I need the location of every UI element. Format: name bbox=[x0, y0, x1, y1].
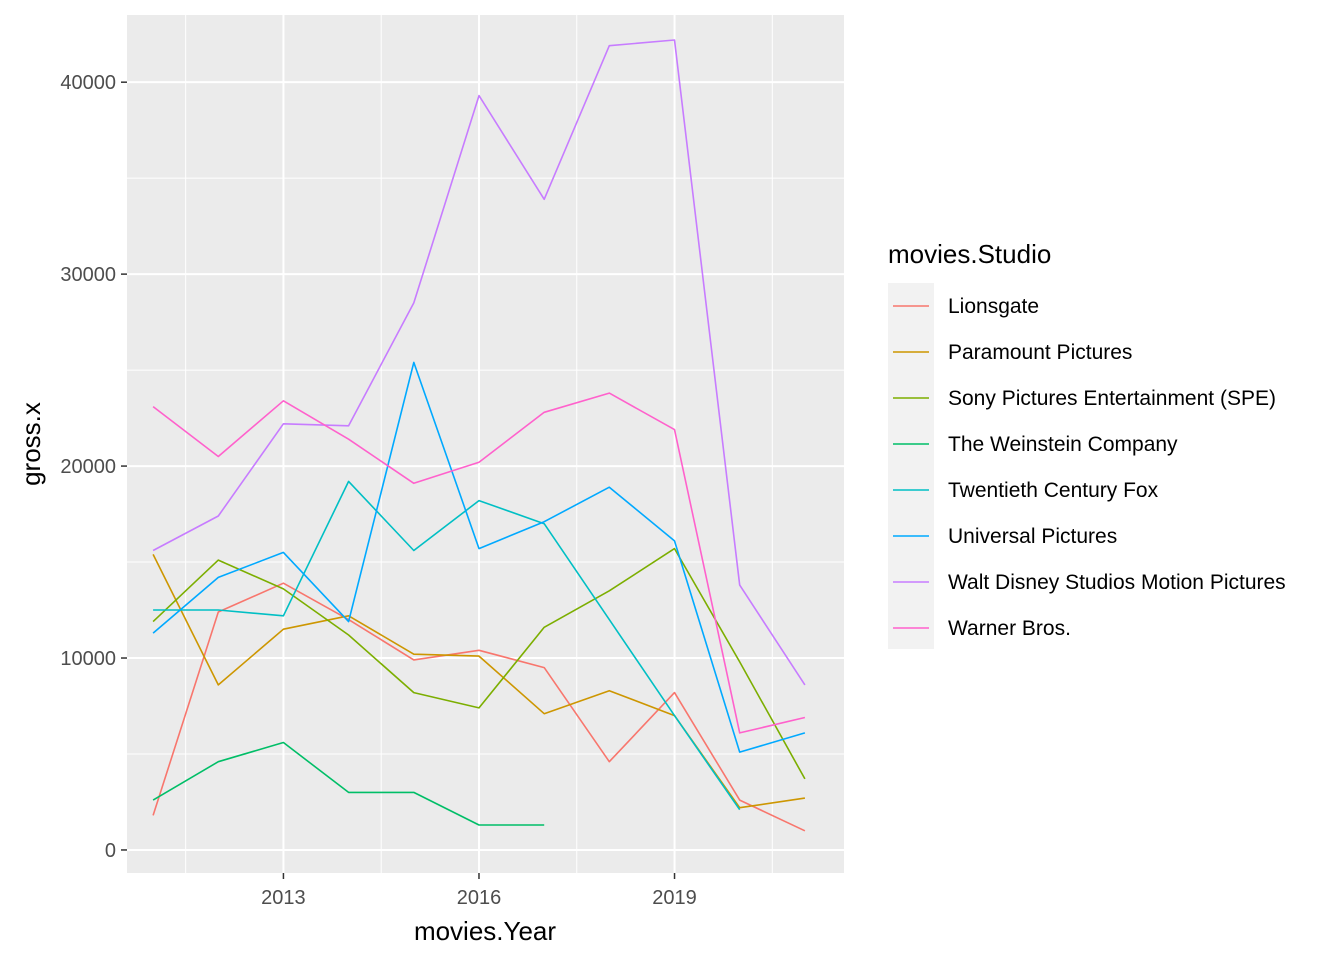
series-line bbox=[152, 361, 806, 753]
grid-major bbox=[127, 15, 844, 873]
legend-items: Lionsgate Paramount Pictures Sony Pictures… bbox=[893, 295, 1286, 640]
y-tick-label: 0 bbox=[105, 840, 116, 862]
x-tick-label: 2013 bbox=[261, 887, 306, 909]
y-axis-title: gross.x bbox=[16, 402, 46, 486]
x-axis: 2013 2016 2019 bbox=[261, 873, 697, 909]
series-line bbox=[152, 582, 806, 832]
x-axis-title: movies.Year bbox=[414, 916, 556, 946]
x-tick-label: 2019 bbox=[652, 887, 697, 909]
y-tick-label: 10000 bbox=[60, 648, 116, 670]
legend-label: The Weinstein Company bbox=[948, 433, 1178, 456]
legend-label: Walt Disney Studios Motion Pictures bbox=[948, 571, 1286, 594]
legend-label: Universal Pictures bbox=[948, 525, 1117, 548]
y-axis: 0 10000 20000 30000 40000 bbox=[60, 72, 127, 862]
legend-key-background bbox=[888, 283, 934, 649]
legend-label: Lionsgate bbox=[948, 295, 1039, 318]
series-line bbox=[152, 392, 806, 734]
series-line bbox=[152, 39, 806, 686]
series-line bbox=[152, 547, 806, 780]
panel-background bbox=[127, 15, 844, 873]
series-line bbox=[152, 741, 545, 826]
series-lines bbox=[152, 39, 806, 832]
grid-minor bbox=[127, 15, 844, 873]
y-tick-label: 30000 bbox=[60, 264, 116, 286]
x-tick-label: 2016 bbox=[457, 887, 502, 909]
legend-label: Twentieth Century Fox bbox=[948, 479, 1159, 502]
y-tick-label: 20000 bbox=[60, 456, 116, 478]
y-tick-label: 40000 bbox=[60, 72, 116, 94]
legend-label: Warner Bros. bbox=[948, 617, 1071, 640]
legend: movies.Studio Lionsgate Paramount Picture… bbox=[888, 239, 1286, 649]
series-line bbox=[153, 480, 741, 811]
legend-label: Sony Pictures Entertainment (SPE) bbox=[948, 387, 1276, 410]
legend-title: movies.Studio bbox=[888, 239, 1051, 269]
legend-label: Paramount Pictures bbox=[948, 341, 1132, 364]
